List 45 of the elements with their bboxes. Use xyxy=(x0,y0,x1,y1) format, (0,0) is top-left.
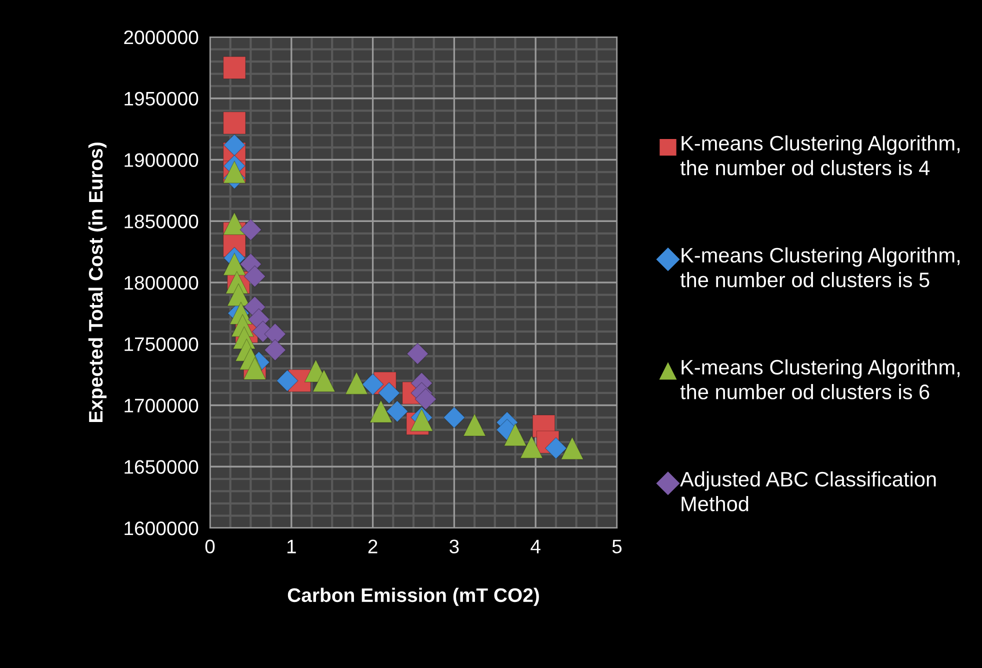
y-tick-label: 1750000 xyxy=(124,337,198,352)
y-tick-label: 1800000 xyxy=(124,276,198,290)
x-tick-label: 5 xyxy=(612,540,622,554)
y-tick-label: 1600000 xyxy=(124,521,198,536)
y-tick-label: 2000000 xyxy=(124,30,198,44)
y-axis-title: Expected Total Cost (in Euros) xyxy=(88,142,107,422)
point xyxy=(222,212,246,236)
point xyxy=(520,436,543,458)
x-tick-label: 3 xyxy=(450,540,459,554)
point xyxy=(223,134,246,156)
point xyxy=(240,218,262,241)
point xyxy=(386,400,408,422)
legend-label: K-means Clustering Algorithm, the number od clusters is 6 xyxy=(680,359,960,400)
legend-label: K-means Clustering Algorithm, the number od clusters is 4 xyxy=(680,135,960,176)
point xyxy=(378,382,400,404)
x-tick-label: 4 xyxy=(530,540,540,554)
point xyxy=(463,413,486,436)
x-tick-label: 0 xyxy=(205,540,215,554)
legend-label: K-means Clustering Algorithm, the number od clusters is 5 xyxy=(680,247,960,288)
point xyxy=(222,56,246,80)
x-tick-label: 1 xyxy=(287,540,296,554)
legend-label: Adjusted ABC Classification Method xyxy=(680,471,936,512)
y-tick-label: 1850000 xyxy=(124,214,198,228)
x-axis-title: Carbon Emission (mT CO2) xyxy=(288,588,539,606)
point xyxy=(443,406,466,429)
point xyxy=(264,339,286,362)
point xyxy=(369,400,392,423)
point xyxy=(222,111,246,134)
point xyxy=(406,342,429,365)
point xyxy=(544,437,567,460)
point xyxy=(227,283,250,306)
point xyxy=(504,423,527,446)
point xyxy=(414,388,437,410)
x-tick-label: 2 xyxy=(368,540,378,554)
point xyxy=(222,252,246,276)
y-tick-label: 1650000 xyxy=(124,460,198,474)
y-tick-label: 1700000 xyxy=(124,398,198,412)
point xyxy=(312,369,336,392)
point xyxy=(244,265,266,288)
point xyxy=(560,436,584,460)
point xyxy=(362,373,384,396)
y-tick-label: 1900000 xyxy=(124,153,198,167)
y-tick-label: 1950000 xyxy=(124,92,198,106)
point xyxy=(276,370,298,392)
point xyxy=(345,372,368,395)
